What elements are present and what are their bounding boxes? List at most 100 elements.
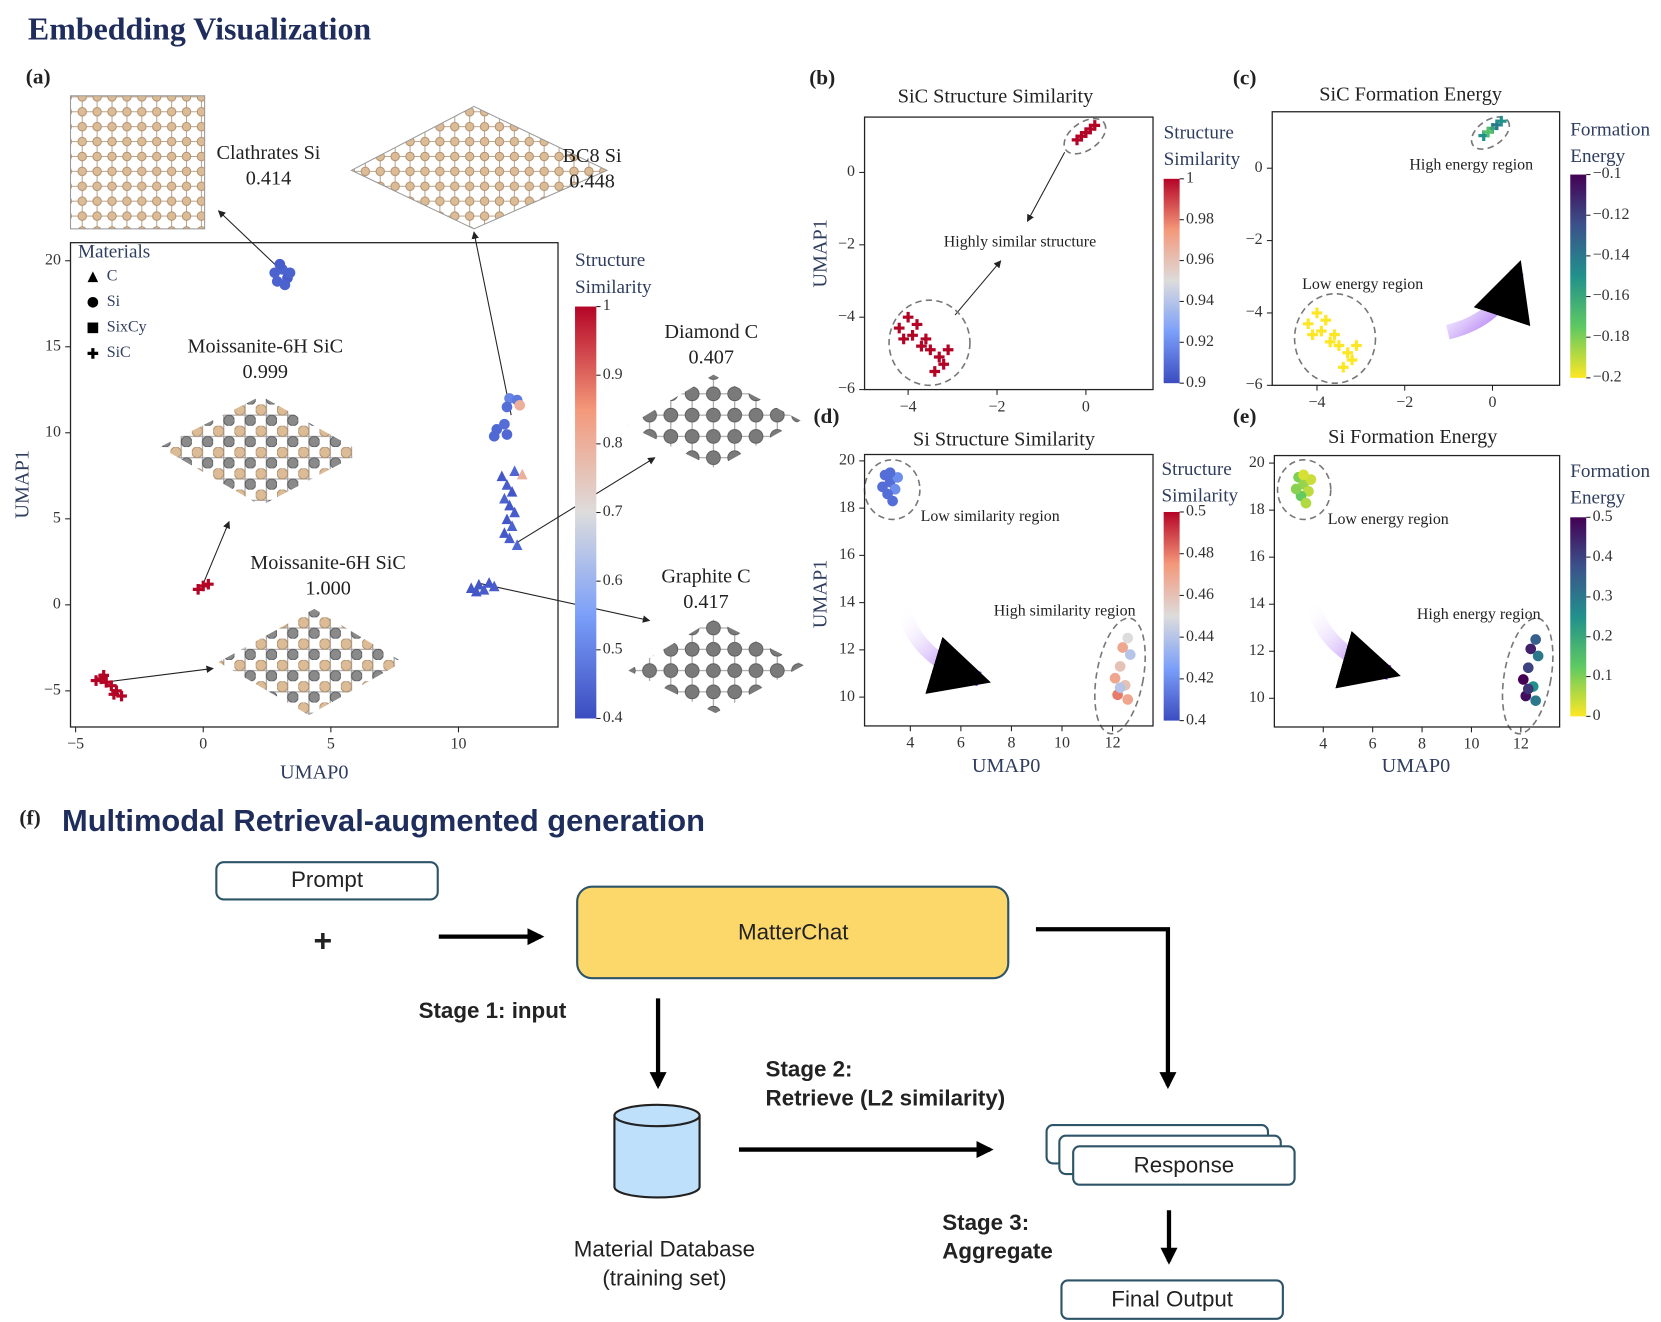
point [116,690,127,702]
point [1522,683,1534,695]
colorbar-tick-label: 0.46 [1186,586,1214,603]
point [501,513,513,525]
point [488,430,500,442]
colorbar-tick-label: 0.44 [1186,628,1214,645]
colorbar-label: Structure [575,250,645,271]
structure-name: Clathrates Si [217,142,321,164]
y-tick-label: −2 [1246,231,1263,248]
stage-label: Stage 3: [942,1210,1029,1235]
point [893,322,905,334]
point [933,351,945,363]
database-label: (training set) [602,1265,726,1290]
y-tick-label: −6 [1246,376,1263,393]
scatter-panel: (e) Si Formation Energy UMAP0 4 6 8 10 12 10 12 14… [1233,404,1651,777]
structure-name: Diamond C [664,321,758,343]
scatter-panel: (a) UMAP0 UMAP1 −5 0 5 10 −5 0 5 10 15 20 0.4 0.5 0.6 0.… [11,65,758,784]
colorbar-tick-label: −0.1 [1593,165,1622,182]
point [499,492,510,504]
legend-marker [87,348,99,359]
colorbar-tick-label: 0.4 [603,709,623,726]
point [1122,694,1134,705]
x-tick-label: 8 [1007,735,1015,752]
y-tick-label: 20 [45,251,61,268]
stage-label: Stage 1: input [419,998,567,1023]
colorbar-tick-label: 0.7 [603,503,623,520]
y-tick-label: 10 [839,688,855,705]
point [483,577,495,588]
colorbar-tick-label: −0.2 [1593,369,1622,386]
legend-label: SiC [107,344,131,361]
point [499,418,510,430]
point [925,344,936,356]
point [1532,650,1544,662]
point [501,479,513,490]
point [1346,354,1358,366]
colorbar [575,306,597,719]
legend-marker [87,322,99,334]
point [1530,634,1541,645]
structure-name: Graphite C [661,566,750,588]
output-box [1060,1279,1284,1320]
scatter-panel: (d) Si Structure Similarity UMAP0 UMAP1 4 6 8 1… [810,404,1239,777]
x-tick-label: 10 [1054,735,1070,752]
point [98,670,110,681]
similarity-score: 1.000 [305,577,350,599]
legend-label: Si [107,293,121,310]
point [509,506,520,518]
y-tick-label: 20 [839,452,855,469]
database-icon [613,1103,701,1199]
point [892,472,904,483]
colorbar-tick-label: 0.92 [1186,333,1214,350]
scatter-panel: (b) SiC Structure Similarity UMAP1 −4 −2 0 −6 −… [809,66,1240,416]
point [514,399,526,411]
point [509,465,520,476]
point [920,333,932,345]
colorbar-tick-label: 0 [1593,707,1601,724]
annotation: Low similarity region [921,508,1060,525]
colorbar-tick-label: 0.94 [1186,292,1214,309]
point [1324,336,1336,348]
plot-title: SiC Structure Similarity [898,86,1094,108]
y-tick-label: −2 [838,235,855,252]
y-tick-label: 14 [1249,595,1265,612]
scatter-panel: (c) SiC Formation Energy −4 −2 0 −6 −4 −2 0 −0.2 −… [1233,66,1651,411]
x-tick-label: 12 [1105,735,1121,752]
colorbar-label: Formation [1570,119,1650,140]
colorbar [1570,517,1587,717]
point [1307,329,1318,340]
colorbar-tick-label: −0.16 [1593,287,1630,304]
point [1311,307,1323,319]
y-tick-label: 18 [1249,501,1265,518]
panel-label: (b) [809,66,835,90]
plot-frame [863,116,1154,391]
x-tick-label: −2 [1396,394,1413,411]
diagram-title: Multimodal Retrieval-augmented generatio… [62,803,705,838]
plot-title: Si Formation Energy [1328,426,1498,448]
point [506,520,518,532]
panel-label: (a) [26,65,51,89]
similarity-score: 0.999 [243,361,289,383]
colorbar [1163,178,1180,384]
annotation: High energy region [1417,606,1541,623]
point [1122,632,1134,644]
point [1076,130,1087,142]
point [516,468,528,480]
plot-title: SiC Formation Energy [1319,83,1503,105]
point [1290,483,1302,495]
point [1300,497,1312,509]
stage-label: Stage 2: [766,1057,853,1082]
structure-name: Moissanite-6H SiC [250,552,406,574]
panel-label: (e) [1233,404,1257,428]
panel-label: (f) [19,805,40,829]
point [938,358,949,370]
x-tick-label: 6 [957,735,965,752]
colorbar-tick-label: 0.1 [1593,667,1613,684]
plus-sign: + [313,923,332,959]
colorbar [1163,511,1180,721]
x-tick-label: 10 [450,736,466,753]
point [898,333,909,345]
model-label: MatterChat [738,919,849,944]
colorbar-label: Energy [1570,488,1625,509]
y-tick-label: 16 [839,546,855,563]
